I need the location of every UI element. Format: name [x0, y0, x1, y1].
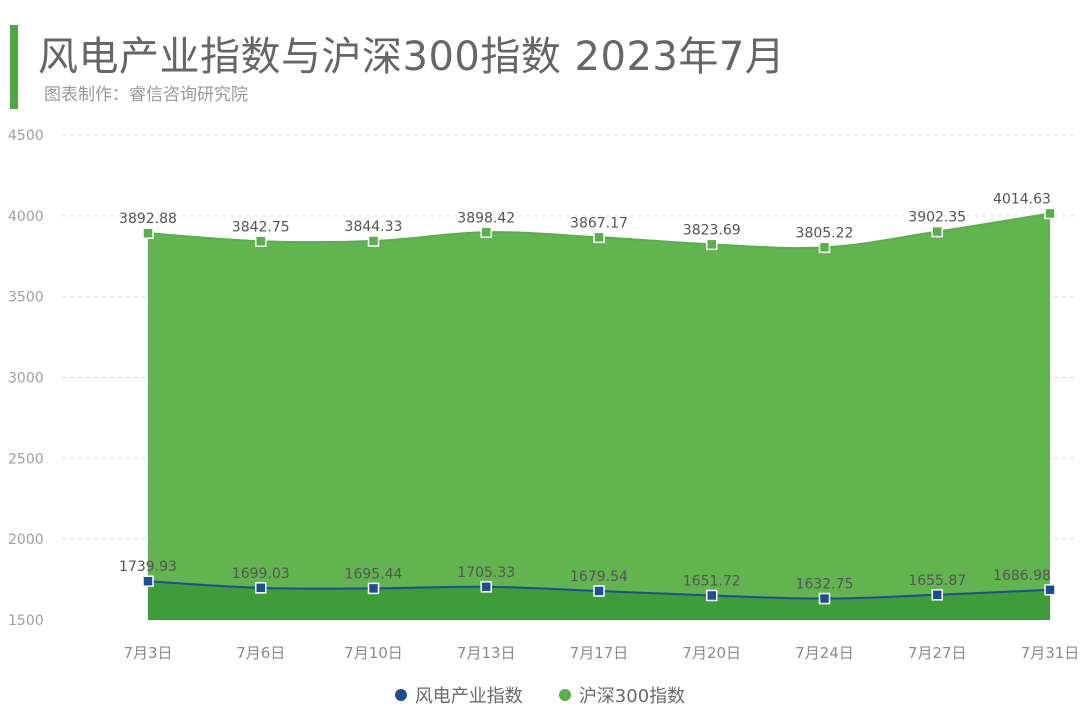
x-tick-label: 7月20日 — [682, 644, 741, 662]
legend: 风电产业指数 沪深300指数 — [0, 682, 1080, 708]
data-label-csi: 3867.17 — [570, 215, 628, 231]
x-tick-label: 7月13日 — [457, 644, 516, 662]
data-label-csi: 3892.88 — [119, 211, 177, 227]
data-label-wind: 1651.72 — [683, 573, 741, 589]
x-tick-label: 7月31日 — [1021, 644, 1080, 662]
data-label-wind: 1695.44 — [345, 566, 403, 582]
data-point-wind[interactable] — [1044, 584, 1056, 596]
data-point-csi[interactable] — [593, 231, 605, 244]
y-tick-label: 1500 — [8, 613, 44, 629]
x-tick-label: 7月24日 — [795, 644, 854, 662]
y-tick-label: 4000 — [8, 209, 44, 225]
series-area-csi — [148, 213, 1050, 621]
data-label-wind: 1686.98 — [993, 568, 1051, 584]
data-point-csi[interactable] — [480, 226, 492, 239]
marker-layer — [142, 207, 1056, 605]
y-tick-label: 4500 — [8, 128, 44, 144]
data-label-csi: 4014.63 — [993, 191, 1051, 207]
data-point-wind[interactable] — [818, 592, 831, 605]
data-point-wind[interactable] — [142, 575, 154, 587]
data-label-csi: 3898.42 — [457, 210, 515, 226]
data-label-wind: 1699.03 — [232, 566, 290, 582]
data-label-csi: 3805.22 — [796, 225, 854, 241]
area-layer — [148, 213, 1050, 621]
label-layer: 3892.88 3842.75 3844.33 3898.42 3867.17 3823.… — [119, 191, 1051, 592]
data-point-wind[interactable] — [706, 589, 718, 602]
data-label-wind: 1679.54 — [570, 569, 628, 585]
legend-marker-wind — [394, 689, 407, 701]
chart-subtitle: 图表制作：睿信咨询研究院 — [44, 85, 248, 105]
data-point-wind[interactable] — [367, 582, 380, 595]
data-point-wind[interactable] — [480, 581, 492, 593]
legend-label-csi: 沪深300指数 — [578, 686, 686, 707]
legend-item-wind[interactable]: 风电产业指数 — [394, 682, 523, 708]
data-point-wind[interactable] — [255, 582, 267, 594]
x-tick-label: 7月27日 — [908, 644, 967, 662]
data-label-wind: 1655.87 — [908, 573, 966, 589]
data-point-csi[interactable] — [1044, 207, 1056, 220]
data-point-csi[interactable] — [367, 235, 380, 247]
axis-layer: 1500 2000 2500 3000 3500 4000 4500 7月3日 7月6日 7月10… — [8, 128, 1079, 662]
legend-item-csi[interactable]: 沪深300指数 — [558, 682, 686, 708]
title-accent-bar — [10, 25, 18, 109]
data-point-csi[interactable] — [706, 238, 718, 251]
data-point-wind[interactable] — [593, 585, 605, 597]
legend-label-wind: 风电产业指数 — [414, 686, 523, 707]
x-tick-label: 7月3日 — [123, 644, 172, 662]
data-label-wind: 1705.33 — [457, 565, 515, 581]
data-point-wind[interactable] — [931, 589, 943, 601]
legend-marker-csi — [558, 689, 571, 701]
y-tick-label: 2500 — [8, 451, 44, 467]
data-label-wind: 1632.75 — [796, 577, 854, 593]
data-point-csi[interactable] — [931, 225, 943, 238]
x-tick-label: 7月17日 — [570, 644, 629, 662]
y-tick-label: 2000 — [8, 532, 44, 548]
data-label-wind: 1739.93 — [119, 559, 177, 575]
data-label-csi: 3842.75 — [232, 219, 290, 235]
data-point-csi[interactable] — [818, 241, 831, 254]
data-label-csi: 3844.33 — [345, 219, 403, 235]
data-label-csi: 3823.69 — [683, 222, 741, 238]
chart-title: 风电产业指数与沪深300指数 2023年7月 — [38, 34, 786, 80]
data-point-csi[interactable] — [142, 227, 154, 239]
data-point-csi[interactable] — [255, 235, 267, 248]
y-tick-label: 3500 — [8, 290, 44, 306]
x-tick-label: 7月6日 — [236, 644, 285, 662]
data-label-csi: 3902.35 — [908, 210, 966, 226]
y-tick-label: 3000 — [8, 371, 44, 387]
x-tick-label: 7月10日 — [344, 644, 403, 662]
